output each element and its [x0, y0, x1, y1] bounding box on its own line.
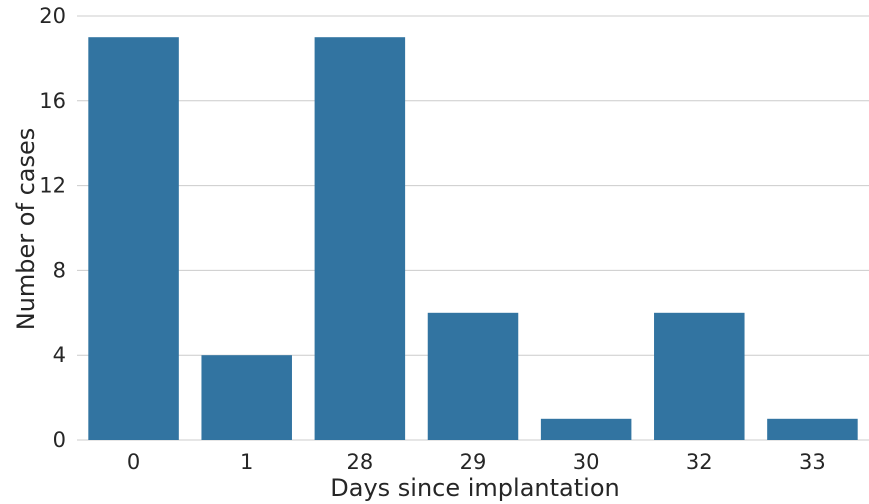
x-tick-label: 30: [573, 450, 600, 474]
y-tick-label: 20: [39, 4, 66, 28]
bars: [88, 37, 858, 440]
y-axis-label: Number of cases: [12, 128, 40, 330]
x-tick-label: 1: [240, 450, 253, 474]
y-tick-label: 0: [53, 428, 66, 452]
y-tick-label: 4: [53, 343, 66, 367]
bar: [540, 418, 632, 440]
bar: [427, 312, 519, 440]
y-tick-label: 8: [53, 258, 66, 282]
bar: [201, 355, 292, 440]
y-tick-label: 12: [39, 174, 66, 198]
x-tick-labels: 0 1 28 29 30 32 33: [127, 450, 826, 474]
x-tick-label: 0: [127, 450, 140, 474]
bar: [88, 37, 179, 440]
bar: [314, 37, 406, 440]
x-tick-label: 28: [346, 450, 373, 474]
x-tick-label: 29: [460, 450, 487, 474]
x-tick-label: 32: [686, 450, 713, 474]
y-tick-labels: 0 4 8 12 16 20: [39, 4, 66, 452]
bar: [654, 312, 745, 440]
y-tick-label: 16: [39, 89, 66, 113]
x-axis-label: Days since implantation: [330, 474, 619, 502]
x-tick-label: 33: [799, 450, 826, 474]
bar: [767, 418, 858, 440]
